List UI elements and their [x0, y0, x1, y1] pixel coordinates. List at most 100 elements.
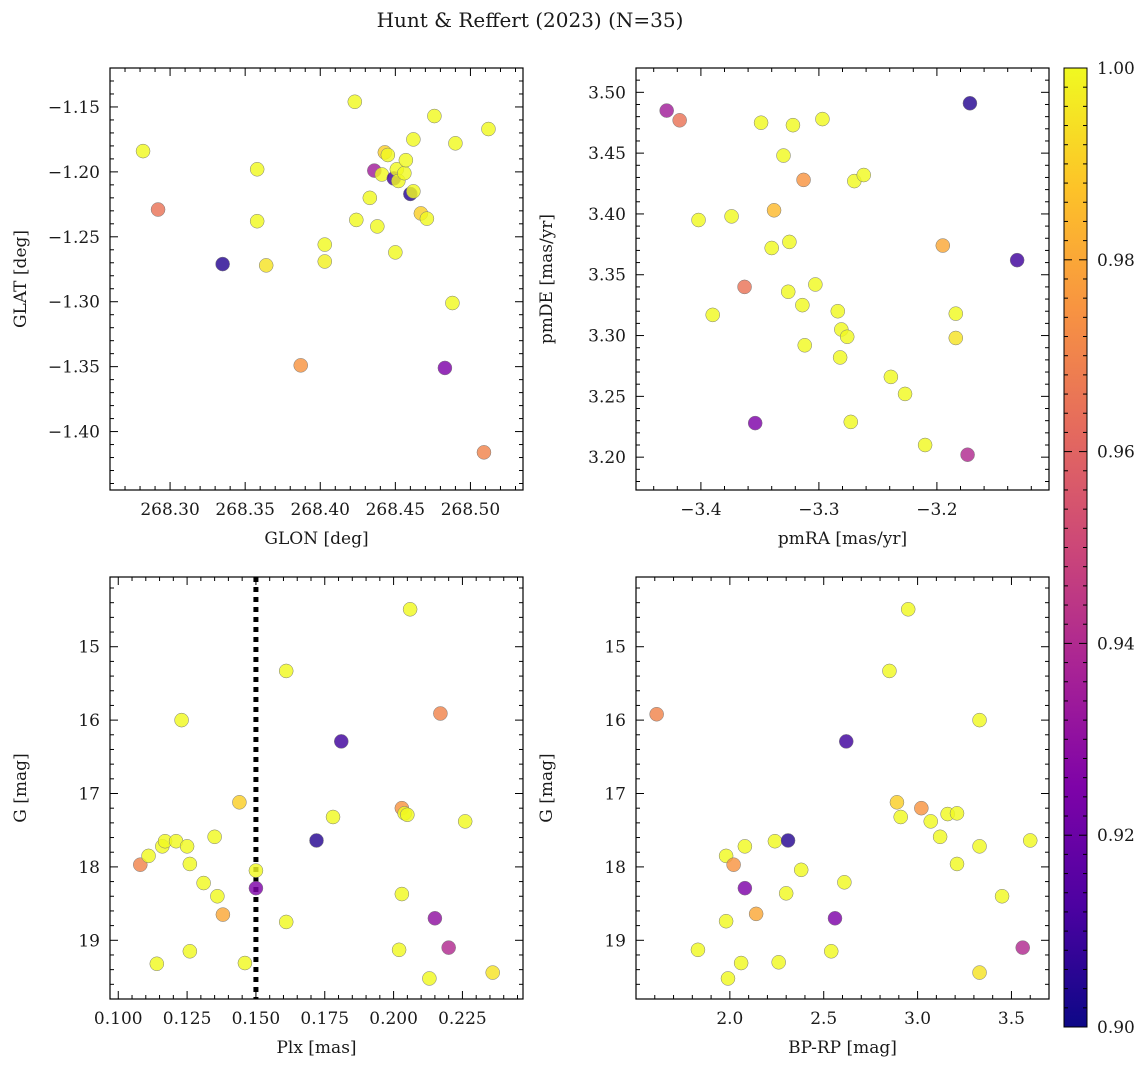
data-point: [897, 386, 913, 402]
data-point: [237, 955, 253, 971]
data-point: [882, 663, 897, 679]
data-point: [422, 971, 437, 986]
axes-frame: [635, 576, 1050, 1000]
y-axis-label: pmDE [mas/yr]: [537, 214, 557, 344]
y-tick-label: 3.40: [588, 205, 626, 225]
y-axis-label: G [mag]: [537, 753, 557, 822]
data-point: [856, 167, 871, 183]
y-tick-label: −1.25: [48, 228, 100, 248]
y-tick-label: 3.25: [588, 387, 626, 407]
axes-frame: [109, 67, 524, 491]
plot-area: [636, 68, 1049, 490]
data-point: [317, 254, 333, 269]
y-tick-label: 18: [604, 858, 626, 878]
y-tick-label: 3.30: [588, 327, 626, 347]
figure-title: Hunt & Reffert (2023) (N=35): [377, 8, 684, 32]
x-tick-label: 268.50: [441, 500, 500, 520]
data-point: [196, 875, 211, 891]
data-point: [672, 113, 687, 128]
y-tick-label: −1.20: [48, 163, 100, 183]
data-point: [317, 237, 333, 252]
data-point: [720, 971, 736, 986]
y-tick-label: −1.40: [48, 423, 100, 443]
data-point: [753, 115, 769, 130]
axes-frame: [635, 67, 1050, 491]
data-point: [782, 234, 797, 250]
data-point: [793, 862, 809, 878]
data-point: [394, 886, 410, 902]
data-point: [691, 212, 706, 228]
data-point: [433, 706, 448, 721]
data-point: [406, 184, 421, 199]
data-point: [764, 240, 779, 256]
data-point: [210, 889, 225, 904]
data-point: [248, 863, 264, 878]
data-point: [293, 358, 308, 373]
data-point: [705, 307, 720, 323]
x-tick-label: −3.2: [916, 500, 957, 520]
data-point: [785, 117, 801, 133]
panels: 268.30 268.35 268.40 268.45 268.50 −1.40 −1.35…: [11, 67, 1050, 1058]
y-axis-label: GLAT [deg]: [11, 230, 31, 328]
y-tick-label: 19: [78, 931, 100, 951]
data-point: [737, 279, 752, 295]
data-point: [457, 814, 473, 829]
axes-frame: [109, 576, 524, 1000]
data-point: [948, 306, 964, 321]
data-point: [398, 152, 414, 168]
x-tick-label: −3.4: [680, 500, 721, 520]
y-tick-label: −1.30: [48, 293, 100, 313]
data-point: [182, 856, 198, 872]
data-point: [485, 965, 500, 980]
data-point: [827, 911, 843, 926]
x-tick-label: 268.45: [366, 500, 425, 520]
data-point: [334, 734, 349, 749]
colorbar-tick-label: 0.96: [1097, 443, 1135, 463]
data-point: [780, 833, 796, 848]
plot-area: [110, 68, 523, 490]
data-point: [832, 350, 848, 365]
colorbar-tick-label: 0.94: [1097, 634, 1135, 654]
x-tick-label: 0.175: [300, 1009, 349, 1029]
data-point: [481, 121, 496, 137]
data-point: [780, 284, 796, 300]
data-point: [232, 795, 247, 810]
data-point: [994, 889, 1010, 904]
data-point: [839, 734, 854, 749]
data-point: [397, 165, 412, 181]
y-tick-label: 3.50: [588, 83, 626, 103]
colorbar-tick-label: 1.00: [1097, 59, 1135, 79]
data-point: [778, 886, 794, 901]
panel-pmra-pmde: −3.4 −3.3 −3.2 3.20 3.25 3.30 3.35 3.40 3.45 3.50…: [537, 67, 1050, 549]
y-tick-label: −1.15: [48, 98, 100, 118]
x-tick-label: 0.150: [232, 1009, 281, 1029]
plot-area: [636, 577, 1049, 999]
data-point: [278, 914, 294, 930]
data-point: [258, 258, 274, 273]
data-point: [795, 297, 810, 313]
x-tick-label: 0.200: [369, 1009, 418, 1029]
data-point: [972, 839, 987, 854]
data-point: [380, 147, 396, 163]
data-point: [747, 415, 763, 431]
data-point: [278, 663, 294, 679]
data-point: [141, 848, 156, 864]
data-point: [347, 94, 363, 110]
panel-glon-glat: 268.30 268.35 268.40 268.45 268.50 −1.40 −1.35…: [11, 67, 524, 549]
data-point: [182, 944, 198, 959]
y-tick-label: 3.35: [588, 266, 626, 286]
data-point: [737, 880, 753, 896]
y-tick-label: 17: [78, 785, 100, 805]
data-point: [949, 856, 965, 872]
data-point: [748, 906, 764, 922]
panel-bprp-g: 2.0 2.5 3.0 3.5 15 16 17 18 19 BP-RP [mag] G [mag]: [537, 576, 1050, 1058]
data-point: [900, 602, 916, 617]
data-point: [419, 211, 435, 226]
data-point: [179, 839, 195, 854]
y-tick-label: 16: [604, 711, 626, 731]
y-tick-label: 3.20: [588, 448, 626, 468]
data-point: [808, 277, 823, 292]
data-point: [476, 445, 492, 460]
y-tick-label: −1.35: [48, 358, 100, 378]
x-tick-label: 0.225: [438, 1009, 487, 1029]
